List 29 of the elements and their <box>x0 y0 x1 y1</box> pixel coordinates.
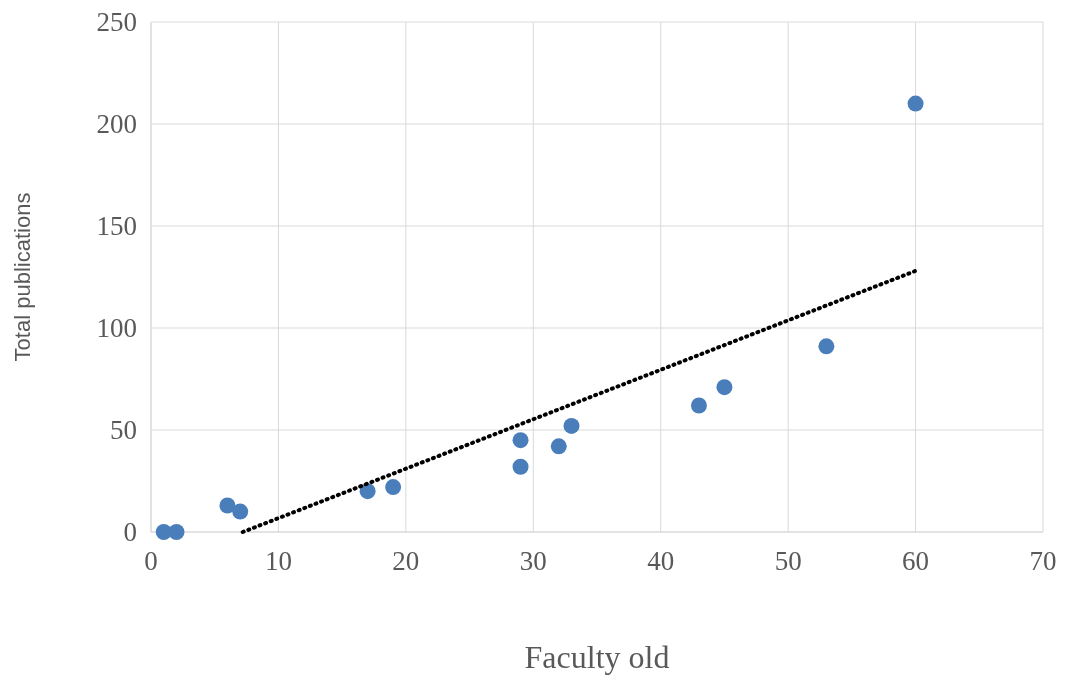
x-tick-label: 0 <box>144 546 158 576</box>
x-axis-title: Faculty old <box>524 639 670 675</box>
x-tick-label: 20 <box>392 546 420 576</box>
x-tick-label: 40 <box>647 546 675 576</box>
y-tick-label: 0 <box>123 517 137 548</box>
point <box>563 417 580 434</box>
y-tick-label: 50 <box>110 415 137 446</box>
point <box>232 503 249 520</box>
point <box>512 432 529 449</box>
point <box>168 524 185 540</box>
point <box>219 497 236 514</box>
y-tick-label: 250 <box>96 7 137 38</box>
x-tick-label: 30 <box>519 546 547 576</box>
y-tick-label: 150 <box>96 211 137 242</box>
point <box>716 379 733 396</box>
point <box>512 458 529 475</box>
x-tick-label: 10 <box>264 546 292 576</box>
point <box>818 338 835 355</box>
y-axis-title: Total publications <box>10 192 35 362</box>
y-tick-label: 200 <box>96 109 137 140</box>
y-tick-label: 100 <box>96 313 137 344</box>
point <box>690 397 707 414</box>
x-tick-label: 70 <box>1029 546 1057 576</box>
x-tick-label: 50 <box>774 546 802 576</box>
point <box>359 483 376 500</box>
point <box>907 95 924 112</box>
point <box>385 479 402 496</box>
x-tick-label: 60 <box>902 546 930 576</box>
point <box>550 438 567 455</box>
